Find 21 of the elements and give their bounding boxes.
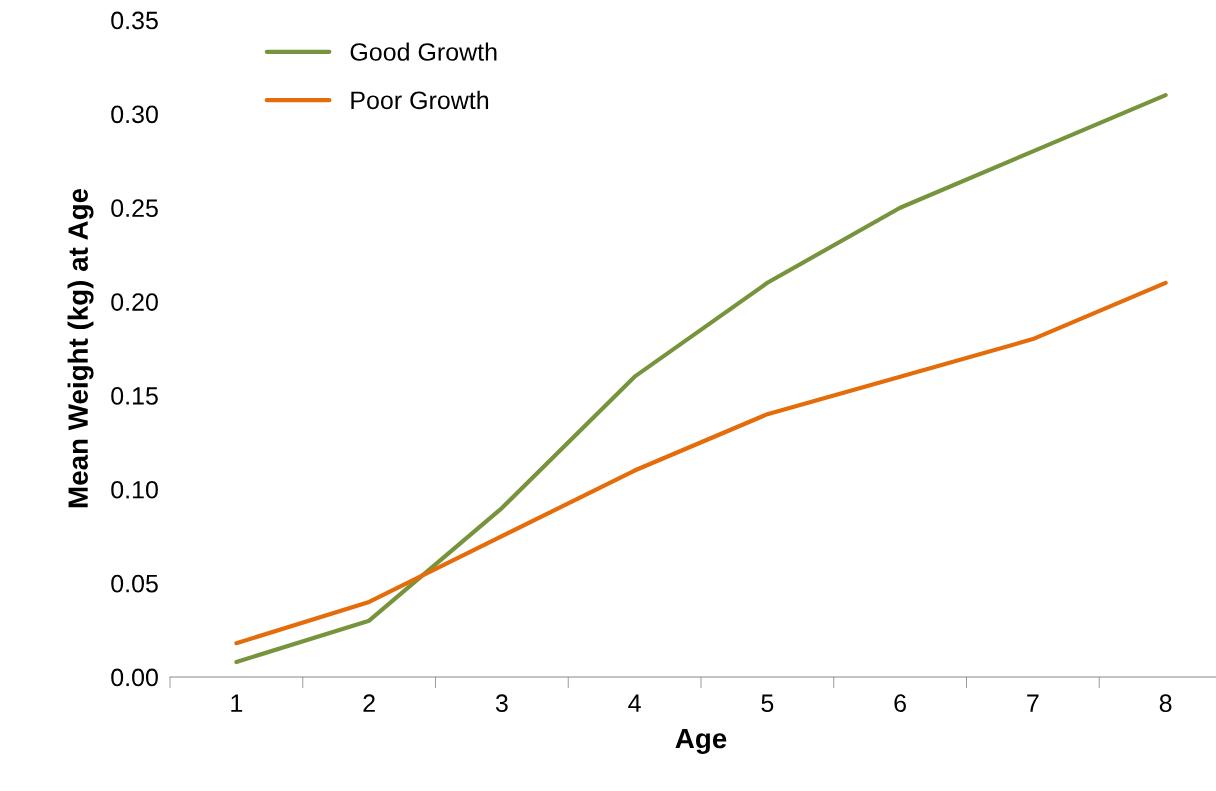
y-tick-label: 0.35 [111,11,158,30]
y-tick-label: 0.15 [111,387,158,405]
legend-label: Good Growth [350,42,497,61]
y-tick-label: 0.05 [111,574,158,593]
legend-label: Poor Growth [351,90,489,110]
x-tick-label: 6 [894,694,906,713]
x-tick-label: 8 [1159,694,1172,713]
x-tick-label: 7 [1027,694,1039,712]
line-series [234,280,1168,646]
y-tick-label: 0.25 [111,199,158,218]
y-tick-label: 0.20 [111,293,158,311]
y-tick-label: 0.30 [111,105,158,124]
y-tick-label: 0.00 [111,668,158,687]
x-tick-label: 3 [495,694,508,713]
x-tick-label: 1 [231,694,243,712]
y-tick-label: 0.10 [111,480,158,499]
x-tick-label: 4 [628,694,641,712]
x-tick-label: 2 [363,694,375,712]
x-tick-label: 5 [761,694,774,713]
y-axis-title: Mean Weight (kg) at Age [67,188,94,508]
x-axis-title: Age [675,728,727,754]
